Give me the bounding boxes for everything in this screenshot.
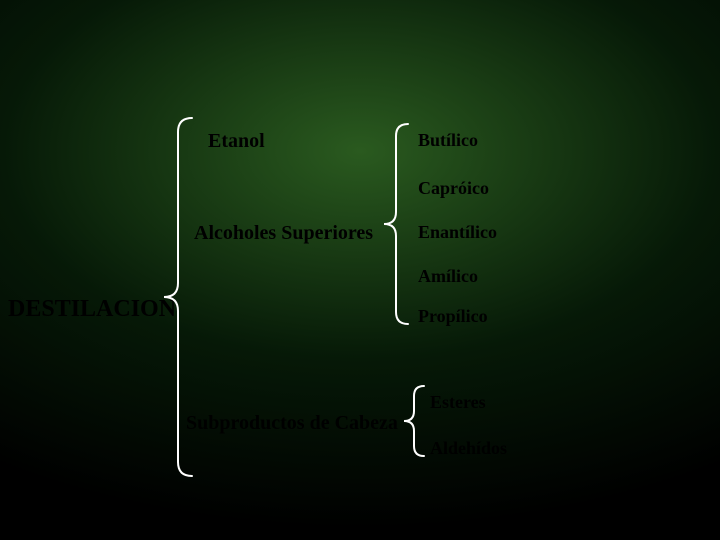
etanol-label: Etanol [208,130,265,153]
diagram-stage: DESTILACION Etanol Alcoholes Superiores … [0,0,720,540]
alcoholes-label: Alcoholes Superiores [194,222,373,245]
butilico-label: Butílico [418,130,478,151]
esteres-label: Esteres [430,392,486,413]
amilico-label: Amílico [418,266,478,287]
brace-0 [164,118,192,476]
brace-1 [384,124,408,324]
caproico-label: Capróico [418,178,489,199]
root-label: DESTILACION [8,296,176,323]
aldehidos-label: Aldehídos [430,438,507,459]
propilico-label: Propílico [418,306,488,327]
subproductos-label: Subproductos de Cabeza [186,412,398,435]
enantilico-label: Enantílico [418,222,497,243]
brace-2 [404,386,424,456]
